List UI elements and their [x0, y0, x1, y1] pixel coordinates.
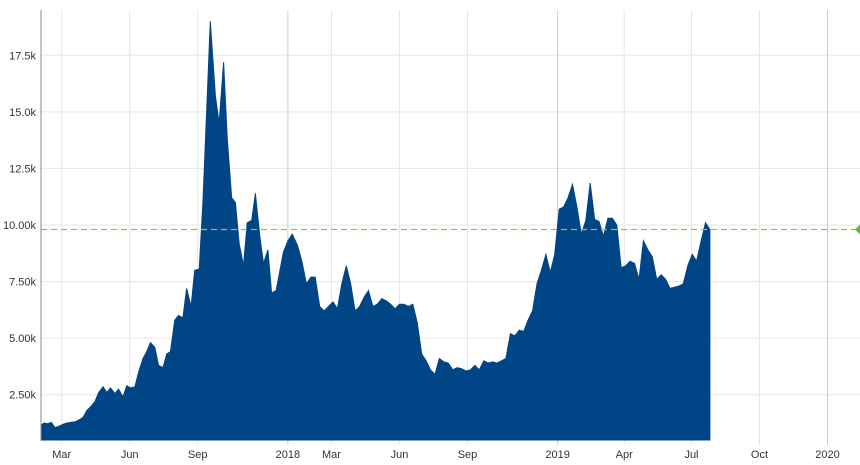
x-axis: Mar Jun Sep 2018 Mar Jun Sep 2019 Apr Jul Oct 2020: [52, 449, 839, 461]
x-tick-label: Sep: [188, 449, 208, 461]
y-tick-label: 17.5k: [9, 50, 36, 62]
y-tick-label: 12.5k: [9, 163, 36, 175]
last-value-marker: [855, 224, 860, 235]
x-tick-label: Oct: [751, 449, 768, 461]
x-tick-label: Jun: [391, 449, 409, 461]
x-tick-label: 2019: [545, 449, 569, 461]
last-value-diamond: [855, 224, 860, 235]
y-tick-label: 5.00k: [9, 333, 36, 345]
series-area: [40, 21, 711, 441]
x-tick-label: Jul: [684, 449, 698, 461]
y-gridlines: [41, 54, 860, 396]
y-tick-label: 15.0k: [9, 107, 36, 119]
x-tick-label: Mar: [322, 449, 341, 461]
x-tick-label: 2020: [815, 449, 839, 461]
x-tick-label: Sep: [458, 449, 478, 461]
y-axis: 2.50k 5.00k 7.50k 10.00k 12.5k 15.0k 17.5k: [3, 10, 42, 440]
y-tick-label: 7.50k: [9, 277, 36, 289]
x-tick-label: Jun: [121, 449, 139, 461]
y-tick-label: 10.00k: [3, 220, 37, 232]
y-tick-label: 2.50k: [9, 390, 36, 402]
x-tick-label: Apr: [616, 449, 633, 461]
x-tick-label: Mar: [52, 449, 71, 461]
x-tick-label: 2018: [276, 449, 300, 461]
series-area-path: [40, 21, 711, 441]
